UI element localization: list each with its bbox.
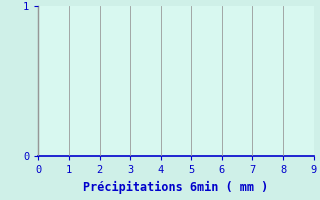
- X-axis label: Précipitations 6min ( mm ): Précipitations 6min ( mm ): [84, 181, 268, 194]
